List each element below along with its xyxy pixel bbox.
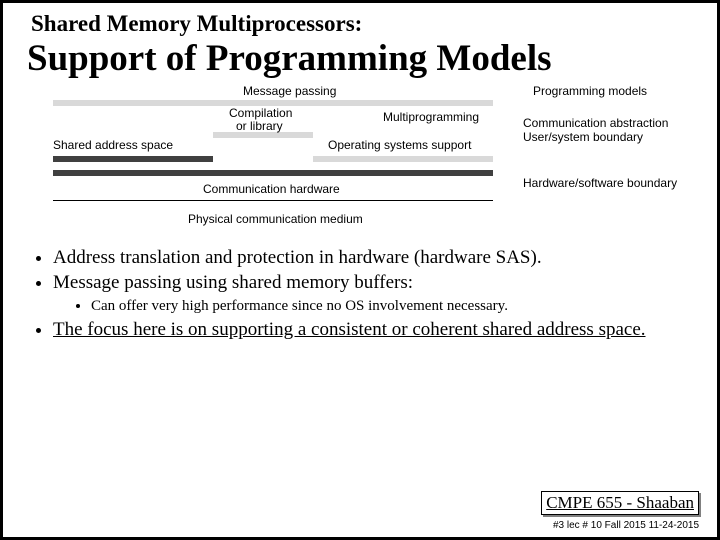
slide-title: Support of Programming Models bbox=[27, 37, 697, 80]
sub-bullet-list: Can offer very high performance since no… bbox=[91, 298, 687, 315]
bar-step2-right bbox=[313, 156, 493, 162]
label-comm-abstraction: Communication abstraction bbox=[523, 116, 668, 130]
bullet-item: Message passing using shared memory buff… bbox=[53, 272, 687, 315]
label-hw-sw: Hardware/software boundary bbox=[523, 176, 677, 190]
label-or-library: or library bbox=[236, 119, 283, 133]
label-programming-models: Programming models bbox=[533, 84, 647, 98]
label-comm-hw: Communication hardware bbox=[203, 182, 340, 196]
label-message-passing: Message passing bbox=[243, 84, 336, 98]
bullet-list: Address translation and protection in ha… bbox=[53, 247, 687, 341]
label-user-system: User/system boundary bbox=[523, 130, 643, 144]
bullet-text: Address translation and protection in ha… bbox=[53, 247, 542, 268]
label-multiprogramming: Multiprogramming bbox=[383, 110, 479, 124]
bullet-item: The focus here is on supporting a consis… bbox=[53, 319, 687, 341]
label-compilation: Compilation bbox=[229, 106, 292, 120]
label-shared-addr: Shared address space bbox=[53, 138, 173, 152]
slide-pretitle: Shared Memory Multiprocessors: bbox=[31, 11, 697, 37]
layer-diagram: Message passing Programming models Compi… bbox=[33, 84, 693, 239]
bullet-item: Address translation and protection in ha… bbox=[53, 247, 687, 269]
bar-step2-left bbox=[53, 156, 213, 162]
label-os-support: Operating systems support bbox=[328, 138, 471, 152]
footer-course: CMPE 655 - Shaaban bbox=[541, 491, 699, 515]
slide: Shared Memory Multiprocessors: Support o… bbox=[3, 3, 717, 537]
bar-thin bbox=[53, 200, 493, 201]
label-phys-medium: Physical communication medium bbox=[188, 212, 363, 226]
bullet-text: Message passing using shared memory buff… bbox=[53, 272, 413, 293]
footer-meta: #3 lec # 10 Fall 2015 11-24-2015 bbox=[553, 520, 699, 531]
bar-wide bbox=[53, 170, 493, 176]
sub-bullet-text: Can offer very high performance since no… bbox=[91, 298, 508, 314]
bullet-text: The focus here is on supporting a consis… bbox=[53, 319, 646, 340]
sub-bullet-item: Can offer very high performance since no… bbox=[91, 298, 687, 315]
